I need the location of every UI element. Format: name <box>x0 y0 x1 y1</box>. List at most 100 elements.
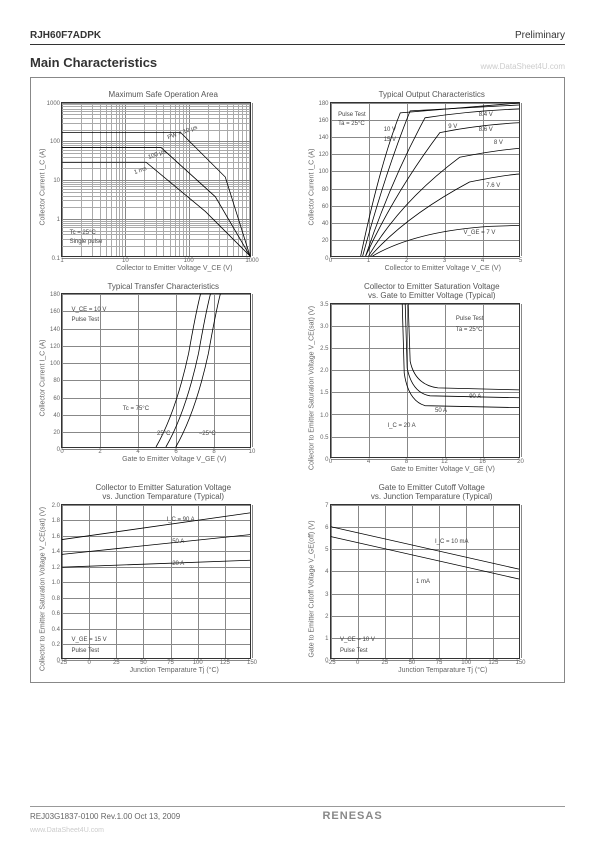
ytick: 180 <box>318 101 330 107</box>
annotation: 8.6 V <box>479 127 493 133</box>
ytick: 3.0 <box>320 324 330 330</box>
xtick: 75 <box>436 658 443 666</box>
ytick: 0.5 <box>320 435 330 441</box>
chart-title: Gate to Emitter Cutoff Voltagevs. Juncti… <box>308 483 557 502</box>
status-label: Preliminary <box>515 30 565 41</box>
part-number: RJH60F7ADPK <box>30 30 101 41</box>
y-axis-label: Gate to Emitter Cutoff Voltage V_GE(off)… <box>308 520 315 657</box>
annotation: 1 mA <box>416 579 430 585</box>
xtick: 20 <box>517 457 524 465</box>
chart-frame: Maximum Safe Operation AreaCollector Cur… <box>30 77 565 683</box>
annotation: 20 A <box>172 561 184 567</box>
ytick: 60 <box>322 204 331 210</box>
ytick: 120 <box>50 344 62 350</box>
curves-svg <box>62 505 250 658</box>
ytick: 1.4 <box>52 549 62 555</box>
xtick: 8 <box>405 457 408 465</box>
xtick: 3 <box>443 256 446 264</box>
footer: REJ03G1837-0100 Rev.1.00 Oct 13, 2009 RE… <box>30 806 565 822</box>
watermark-bottom: www.DataSheet4U.com <box>30 827 104 834</box>
xtick: 100 <box>193 658 203 666</box>
xtick: 4 <box>367 457 370 465</box>
chart-grid: Maximum Safe Operation AreaCollector Cur… <box>39 90 556 674</box>
xtick: 6 <box>174 447 177 455</box>
chart-5: Gate to Emitter Cutoff Voltagevs. Juncti… <box>308 483 557 674</box>
chart-title: Collector to Emitter Saturation Voltagev… <box>308 282 557 301</box>
chart-title: Collector to Emitter Saturation Voltagev… <box>39 483 288 502</box>
xtick: 5 <box>519 256 522 264</box>
ytick: 1000 <box>47 101 62 107</box>
xtick: 100 <box>461 658 471 666</box>
footer-rev: REJ03G1837-0100 Rev.1.00 Oct 13, 2009 <box>30 812 180 821</box>
xtick: 0 <box>356 658 359 666</box>
chart-4: Collector to Emitter Saturation Voltagev… <box>39 483 288 674</box>
plot-wrap: Collector Current I_C (A)020406080100120… <box>330 102 557 272</box>
xtick: 12 <box>441 457 448 465</box>
chart-2: Typical Transfer CharacteristicsCollecto… <box>39 282 288 473</box>
y-axis-label: Collector to Emitter Saturation Voltage … <box>308 306 315 470</box>
chart-3: Collector to Emitter Saturation Voltagev… <box>308 282 557 473</box>
xtick: 50 <box>140 658 147 666</box>
plot-area: 0.111010010001101001000Tc = 25°CSingle p… <box>61 102 251 257</box>
annotation: 50 A <box>435 408 447 414</box>
xtick: 125 <box>488 658 498 666</box>
plot-area: 01234567−250255075100125150I_C = 10 mA1 … <box>330 504 520 659</box>
ytick: 120 <box>318 152 330 158</box>
ytick: 100 <box>50 139 62 145</box>
x-axis-label: Junction Temparature Tj (°C) <box>330 667 557 674</box>
ytick: 160 <box>50 309 62 315</box>
annotation: V_GE = 15 V <box>72 637 107 643</box>
annotation: I_C = 10 mA <box>435 539 469 545</box>
ytick: 1.2 <box>52 565 62 571</box>
y-axis-label: Collector to Emitter Saturation Voltage … <box>40 507 47 671</box>
plot-area: 00.20.40.60.81.01.21.41.61.82.0−25025507… <box>61 504 251 659</box>
annotation: I_C = 20 A <box>388 423 416 429</box>
y-axis-label: Collector Current I_C (A) <box>308 148 315 225</box>
ytick: 0.2 <box>52 642 62 648</box>
annotation: Single pulse <box>70 239 103 245</box>
plot-area: 00.51.01.52.02.53.03.5048121620Pulse Tes… <box>330 303 520 458</box>
ytick: 0.8 <box>52 596 62 602</box>
header-bar: RJH60F7ADPK Preliminary <box>30 30 565 45</box>
annotation: V_CE = 10 V <box>72 307 107 313</box>
xtick: 2 <box>98 447 101 455</box>
ytick: 2.0 <box>52 503 62 509</box>
annotation: Pulse Test <box>456 316 484 322</box>
ytick: 2.0 <box>320 368 330 374</box>
annotation: V_GE = 7 V <box>464 230 496 236</box>
annotation: Pulse Test <box>338 112 366 118</box>
ytick: 160 <box>318 118 330 124</box>
ytick: 3.5 <box>320 302 330 308</box>
xtick: 2 <box>405 256 408 264</box>
ytick: 20 <box>322 238 331 244</box>
chart-title: Typical Output Characteristics <box>308 90 557 100</box>
annotation: Ta = 25°C <box>338 121 365 127</box>
xtick: 125 <box>220 658 230 666</box>
plot-wrap: Gate to Emitter Cutoff Voltage V_GE(off)… <box>330 504 557 674</box>
ytick: 180 <box>50 292 62 298</box>
annotation: 8 V <box>494 140 503 146</box>
xtick: 4 <box>136 447 139 455</box>
ytick: 80 <box>53 378 62 384</box>
plot-wrap: Collector Current I_C (A)020406080100120… <box>61 293 288 463</box>
ytick: 10 <box>53 178 62 184</box>
plot-area: 0204060801001201401601800246810V_CE = 10… <box>61 293 251 448</box>
ytick: 1.0 <box>320 413 330 419</box>
ytick: 1.8 <box>52 518 62 524</box>
annotation: 7.6 V <box>486 183 500 189</box>
annotation: 90 A <box>469 394 481 400</box>
xtick: 0 <box>329 457 332 465</box>
ytick: 40 <box>322 221 331 227</box>
xtick: 1 <box>60 256 63 264</box>
xtick: 16 <box>479 457 486 465</box>
ytick: 20 <box>53 430 62 436</box>
ytick: 1.6 <box>52 534 62 540</box>
ytick: 60 <box>53 396 62 402</box>
xtick: −25 <box>325 658 335 666</box>
ytick: 100 <box>318 169 330 175</box>
annotation: 10 V <box>384 127 396 133</box>
annotation: 8.4 V <box>479 112 493 118</box>
chart-1: Typical Output Characteristics Collector … <box>308 90 557 272</box>
xtick: 0 <box>87 658 90 666</box>
x-axis-label: Collector to Emitter Voltage V_CE (V) <box>330 265 557 272</box>
